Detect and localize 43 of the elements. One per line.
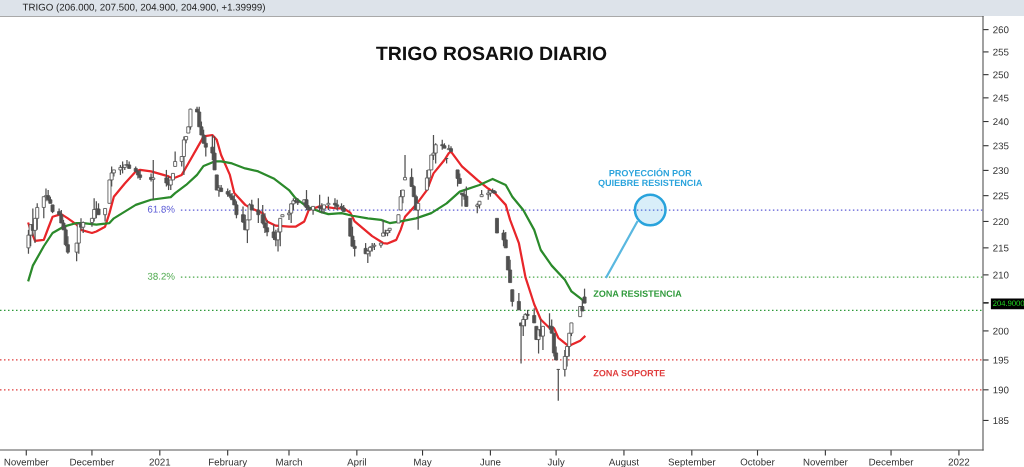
- candlestick: [508, 259, 513, 284]
- candlestick: [562, 349, 567, 378]
- candlestick: [403, 154, 407, 181]
- y-tick-label: 195: [993, 356, 1009, 364]
- y-tick-label: 185: [993, 417, 1009, 425]
- x-tick-label: November: [4, 458, 49, 466]
- x-tick-label: September: [668, 458, 716, 467]
- x-tick-label: August: [608, 458, 640, 467]
- x-tick-label: 2022: [948, 458, 970, 466]
- y-tick-label: 240: [993, 118, 1009, 126]
- y-tick-label: 215: [993, 244, 1009, 252]
- y-tick-label: 245: [993, 94, 1009, 102]
- candlestick: [256, 197, 261, 224]
- x-tick-label: June: [480, 458, 501, 466]
- x-tick-label: May: [414, 458, 432, 467]
- annotation: 61.8%: [147, 205, 175, 213]
- text: TRIGO ROSARIO DIARIO: [376, 46, 607, 61]
- ref-line-label: ZONA SOPORTE: [593, 369, 665, 377]
- chart-subtitle: TRIGO (206.000, 207.500, 204.900, 204.900, +1.39999): [22, 3, 265, 13]
- series-label: PROYECCIÓN POR QUIEBRE RESISTENCIA: [598, 168, 703, 188]
- y-tick-label: 230: [993, 167, 1009, 175]
- ref-line-label: ZONA RESISTENCIA: [593, 290, 682, 297]
- x-tick-label: December: [70, 458, 115, 466]
- candlestick: [173, 150, 178, 168]
- x-tick-label: October: [740, 458, 775, 466]
- candlestick: [212, 135, 217, 171]
- y-tick-label: 210: [993, 271, 1009, 279]
- y-tick-label: 235: [993, 142, 1009, 150]
- x-tick-label: 2021: [149, 458, 171, 466]
- x-tick-label: November: [803, 458, 848, 466]
- y-tick-label: 190: [993, 386, 1009, 394]
- y-tick-label: 250: [993, 71, 1009, 79]
- y-tick-label: 225: [993, 192, 1009, 200]
- y-tick-label: 220: [993, 218, 1009, 226]
- x-tick-label: March: [276, 458, 302, 466]
- y-tick-label: 260: [993, 26, 1009, 34]
- x-tick-label: February: [209, 458, 248, 467]
- y-tick-label: 200: [993, 327, 1009, 335]
- x-tick-label: April: [347, 458, 366, 467]
- x-tick-label: July: [547, 458, 565, 467]
- y-tick-label: 255: [993, 48, 1009, 56]
- annotation: 38.2%: [147, 272, 175, 280]
- x-tick-label: December: [869, 458, 914, 466]
